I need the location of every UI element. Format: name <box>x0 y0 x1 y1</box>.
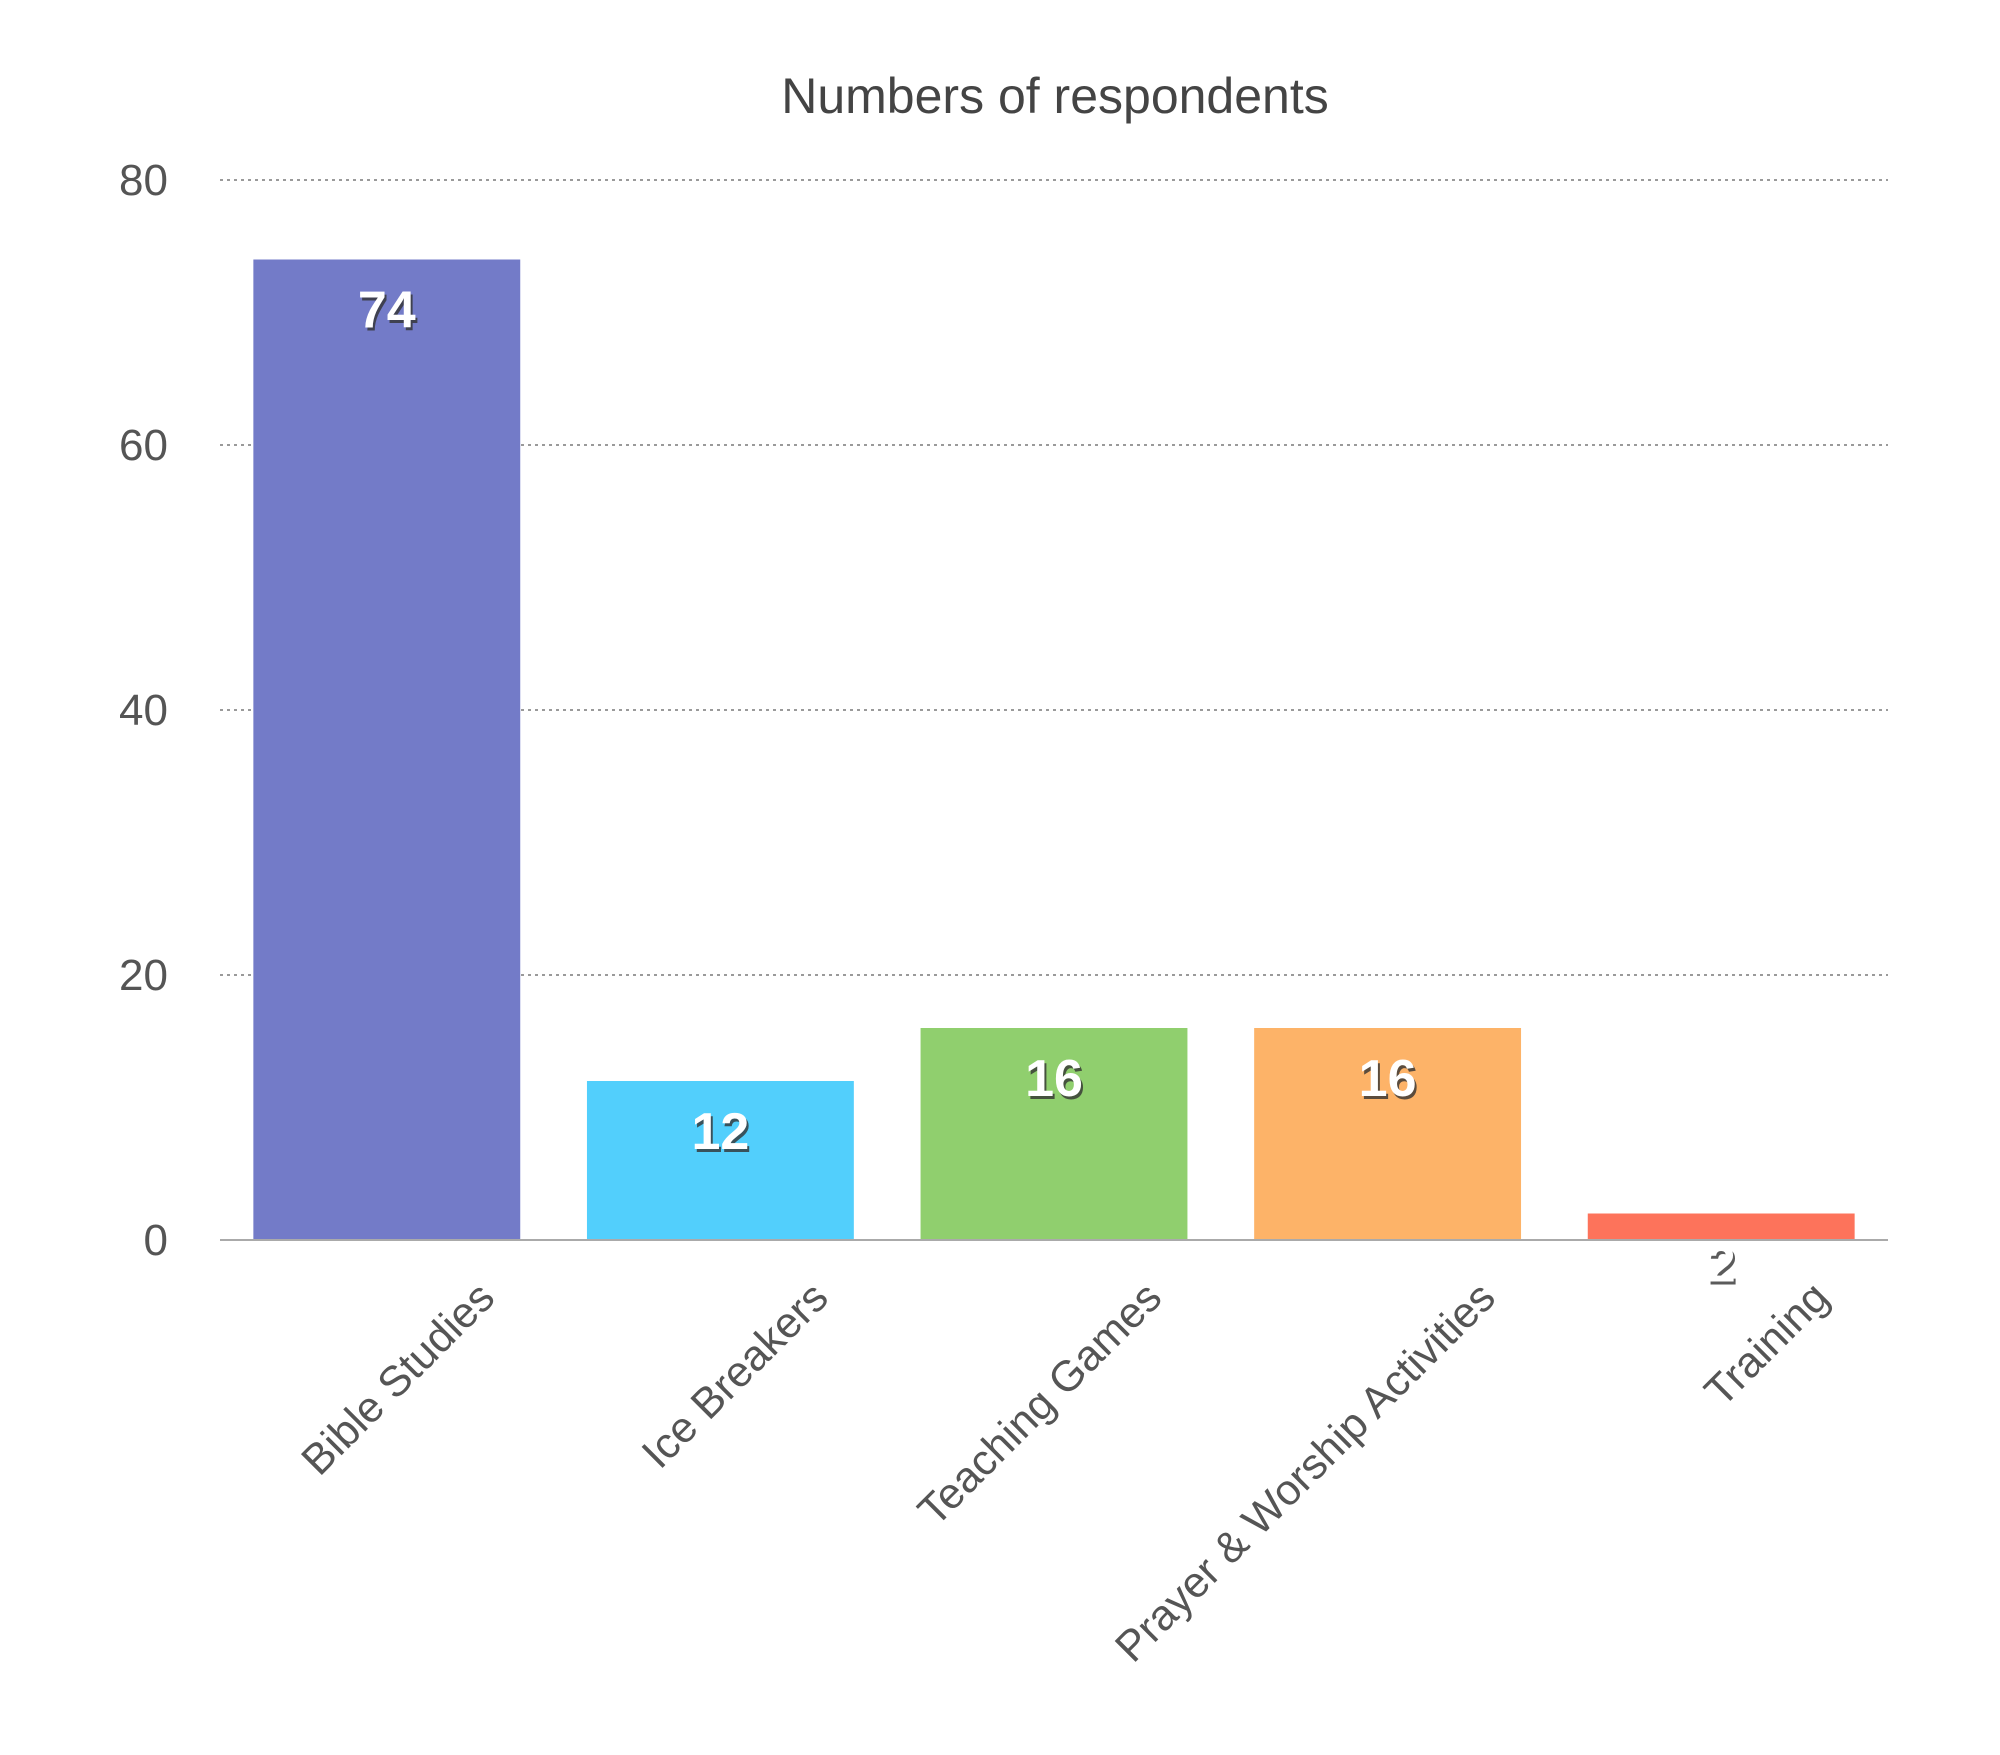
gridlines <box>220 179 1888 976</box>
x-tick-label: Bible Studies <box>292 1273 503 1484</box>
data-label: 12 <box>691 1103 749 1161</box>
bar <box>1587 1213 1855 1240</box>
bar <box>586 1081 854 1240</box>
y-tick-label: 40 <box>119 686 168 735</box>
y-tick-label: 0 <box>144 1216 168 1265</box>
data-label-shadow: 74 <box>360 285 418 343</box>
bar <box>920 1028 1188 1240</box>
data-label-shadow: 16 <box>1027 1053 1085 1111</box>
data-label-shadow: 12 <box>693 1106 751 1164</box>
data-label-shadow: 2 <box>1709 1239 1738 1297</box>
x-axis-ticks: Bible Studies Ice Breakers Teaching GamesP… <box>292 1273 1838 1671</box>
data-label: 16 <box>1359 1050 1417 1108</box>
x-tick-label: Ice Breakers <box>633 1273 838 1478</box>
y-tick-label: 20 <box>119 951 168 1000</box>
data-label: 16 <box>1025 1050 1083 1108</box>
data-label: 74 <box>358 282 416 340</box>
x-tick-label: Teaching Games <box>909 1273 1171 1535</box>
x-tick-label: Prayer & Worship Activities <box>1106 1273 1504 1671</box>
bar <box>1254 1028 1522 1240</box>
bars <box>253 259 1855 1240</box>
y-axis-ticks: 0 20 40 60 80 <box>119 156 168 1265</box>
data-label: 2 <box>1707 1236 1736 1294</box>
y-tick-label: 60 <box>119 421 168 470</box>
data-label-shadow: 16 <box>1361 1053 1419 1111</box>
chart-title: Numbers of respondents <box>781 68 1329 124</box>
y-tick-label: 80 <box>119 156 168 205</box>
bar <box>253 259 521 1240</box>
